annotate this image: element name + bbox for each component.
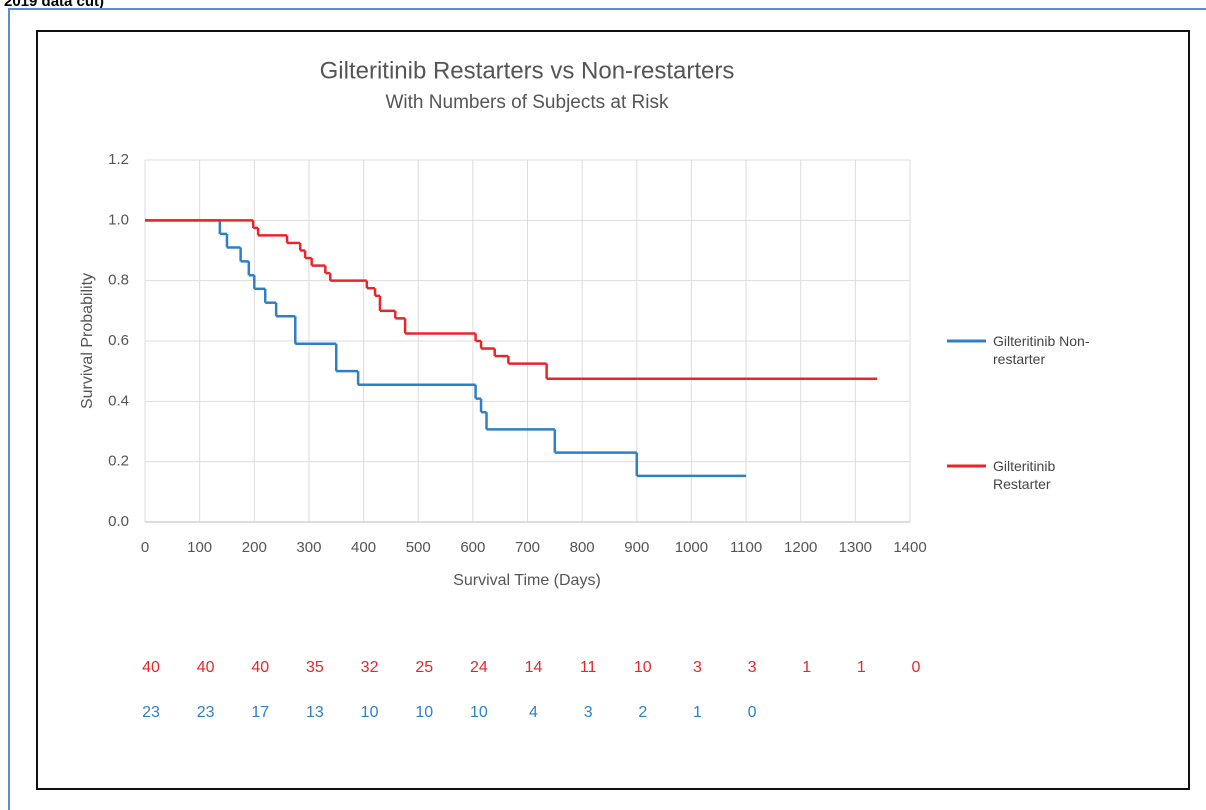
x-tick-label: 700 xyxy=(515,539,540,556)
y-tick-label: 1.2 xyxy=(108,151,129,168)
chart-title: Gilteritinib Restarters vs Non-restarter… xyxy=(320,57,735,84)
at-risk-count: 10 xyxy=(415,704,433,721)
chart-box xyxy=(36,30,1190,790)
legend-label: Gilteritinib Restarter xyxy=(993,458,1056,492)
at-risk-count: 4 xyxy=(529,704,538,721)
at-risk-count: 10 xyxy=(361,704,379,721)
header: 2019 data cut) xyxy=(4,0,105,10)
y-tick-label: 1.0 xyxy=(108,211,129,228)
x-tick-label: 500 xyxy=(406,539,431,556)
y-tick-label: 0.2 xyxy=(108,453,129,470)
y-tick-label: 0.0 xyxy=(108,513,129,530)
chart-subtitle: With Numbers of Subjects at Risk xyxy=(386,92,669,113)
x-tick-label: 1400 xyxy=(893,539,926,556)
y-tick-label: 0.6 xyxy=(108,332,129,349)
x-tick-label: 900 xyxy=(624,539,649,556)
at-risk-count: 17 xyxy=(251,704,269,721)
legend-label: Gilteritinib Non-restarter xyxy=(993,333,1090,367)
at-risk-count: 13 xyxy=(306,704,324,721)
x-tick-label: 300 xyxy=(296,539,321,556)
at-risk-count: 1 xyxy=(857,659,866,676)
at-risk-count: 14 xyxy=(525,659,543,676)
at-risk-count: 0 xyxy=(748,704,757,721)
x-tick-label: 400 xyxy=(351,539,376,556)
at-risk-count: 35 xyxy=(306,659,324,676)
x-tick-label: 800 xyxy=(570,539,595,556)
at-risk-count: 10 xyxy=(634,659,652,676)
at-risk-count: 1 xyxy=(802,659,811,676)
at-risk-count: 0 xyxy=(912,659,921,676)
x-axis-label: Survival Time (Days) xyxy=(453,572,601,589)
x-tick-label: 0 xyxy=(141,539,149,556)
at-risk-count: 11 xyxy=(580,659,597,676)
at-risk-count: 32 xyxy=(361,659,379,676)
at-risk-count: 25 xyxy=(415,659,433,676)
at-risk-count: 40 xyxy=(142,659,160,676)
x-tick-label: 600 xyxy=(460,539,485,556)
at-risk-count: 3 xyxy=(748,659,757,676)
y-tick-label: 0.4 xyxy=(108,392,129,409)
at-risk-count: 2 xyxy=(638,704,647,721)
x-tick-label: 1300 xyxy=(839,539,872,556)
x-tick-label: 200 xyxy=(242,539,267,556)
x-tick-label: 1100 xyxy=(730,539,762,556)
y-tick-label: 0.8 xyxy=(108,272,129,289)
at-risk-count: 23 xyxy=(197,704,215,721)
at-risk-count: 40 xyxy=(251,659,269,676)
frame xyxy=(8,8,1206,810)
at-risk-count: 10 xyxy=(470,704,488,721)
at-risk-count: 3 xyxy=(584,704,593,721)
at-risk-count: 40 xyxy=(197,659,215,676)
x-tick-label: 1200 xyxy=(784,539,817,556)
x-tick-label: 1000 xyxy=(675,539,708,556)
at-risk-count: 1 xyxy=(693,704,702,721)
at-risk-count: 24 xyxy=(470,659,488,676)
x-tick-label: 100 xyxy=(187,539,212,556)
at-risk-count: 23 xyxy=(142,704,160,721)
y-axis-label: Survival Probability xyxy=(79,273,96,409)
at-risk-count: 3 xyxy=(693,659,702,676)
